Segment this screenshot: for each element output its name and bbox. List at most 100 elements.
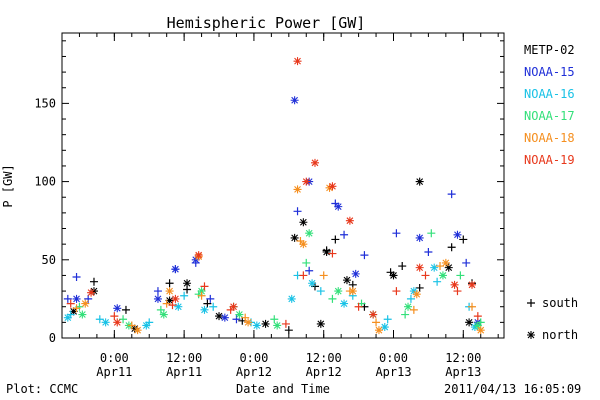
north-point (404, 302, 413, 311)
south-point (200, 282, 209, 291)
south-point (415, 283, 424, 292)
south-point (156, 305, 165, 314)
north-point (430, 263, 439, 272)
north-point (165, 287, 174, 296)
north-point (342, 276, 351, 285)
north-point (412, 290, 421, 299)
y-axis-label: P [GW] (1, 164, 15, 207)
x-tick-sublabel: Apr12 (306, 365, 342, 379)
north-point (348, 287, 357, 296)
north-point (200, 305, 209, 314)
south-point (270, 315, 279, 324)
north-point (290, 96, 299, 105)
north-point (235, 310, 244, 319)
south-point (473, 312, 482, 321)
x-tick-label: 0:00 (239, 351, 268, 365)
y-tick-label: 150 (34, 96, 56, 110)
north-point (215, 312, 224, 321)
south-point (302, 258, 311, 267)
south-point (168, 301, 177, 310)
north-point (308, 279, 317, 288)
north-point (438, 271, 447, 280)
legend-marker-label: south (542, 296, 578, 310)
south-point (180, 291, 189, 300)
south-point (459, 235, 468, 244)
plot-area-frame (61, 32, 505, 339)
north-point (470, 323, 479, 332)
south-point (401, 310, 410, 319)
y-tick-label: 100 (34, 175, 56, 189)
south-point (165, 279, 174, 288)
north-point (468, 280, 477, 289)
north-point (261, 319, 270, 328)
south-point (328, 249, 337, 258)
north-point (465, 318, 474, 327)
north-point (389, 271, 398, 280)
x-tick-sublabel: Apr12 (236, 365, 272, 379)
north-point (444, 263, 453, 272)
x-tick-sublabel: Apr13 (375, 365, 411, 379)
north-point (328, 182, 337, 191)
south-point (340, 230, 349, 239)
north-point (183, 279, 192, 288)
north-point (153, 294, 162, 303)
north-point (101, 318, 110, 327)
south-point (392, 287, 401, 296)
south-point (162, 299, 171, 308)
north-point (322, 247, 331, 256)
north-point (409, 287, 418, 296)
south-point (127, 321, 136, 330)
south-point (354, 302, 363, 311)
north-point (441, 258, 450, 267)
plot-credit: Plot: CCMC (6, 382, 78, 396)
south-point (72, 304, 81, 313)
north-point (229, 302, 238, 311)
south-point (456, 271, 465, 280)
x-tick-label: 12:00 (306, 351, 342, 365)
axis-ticks: 0501001500:00Apr1112:00Apr110:00Apr1212:… (34, 33, 504, 379)
north-point (299, 218, 308, 227)
x-tick-label: 12:00 (166, 351, 202, 365)
y-tick-label: 0 (49, 331, 56, 345)
north-point (351, 269, 360, 278)
x-tick-sublabel: Apr13 (445, 365, 481, 379)
north-point (113, 304, 122, 313)
north-point (165, 296, 174, 305)
y-tick-label: 50 (42, 253, 56, 267)
south-point (281, 319, 290, 328)
north-point (191, 255, 200, 264)
south-point (406, 294, 415, 303)
south-point (72, 273, 81, 281)
north-point (130, 324, 139, 333)
south-point (284, 326, 293, 335)
north-point (171, 294, 180, 303)
north-point (374, 326, 383, 335)
south-point (424, 247, 433, 256)
north-point (340, 299, 349, 308)
series-legend: METP-02 NOAA-15 NOAA-16 NOAA-17 NOAA-18 NOAA-… (524, 43, 578, 342)
north-point (415, 233, 424, 242)
south-point (468, 302, 477, 311)
legend-entry: NOAA-16 (524, 87, 575, 101)
north-point (345, 216, 354, 225)
legend-north-marker (527, 331, 535, 339)
north-point (81, 299, 90, 308)
north-point (78, 310, 87, 319)
south-point (232, 315, 241, 324)
south-point (293, 207, 302, 216)
north-point (450, 280, 459, 289)
north-point (325, 183, 334, 192)
north-point (159, 310, 168, 319)
north-point (220, 313, 229, 322)
x-tick-sublabel: Apr11 (96, 365, 132, 379)
north-point (113, 318, 122, 327)
x-tick-label: 0:00 (379, 351, 408, 365)
x-tick-sublabel: Apr11 (166, 365, 202, 379)
chart-title: Hemispheric Power [GW] (167, 14, 366, 32)
north-point (380, 323, 389, 332)
south-point (427, 229, 436, 238)
north-point (453, 230, 462, 239)
north-point (310, 158, 319, 167)
south-point (319, 271, 328, 280)
legend-marker-label: north (542, 328, 578, 342)
